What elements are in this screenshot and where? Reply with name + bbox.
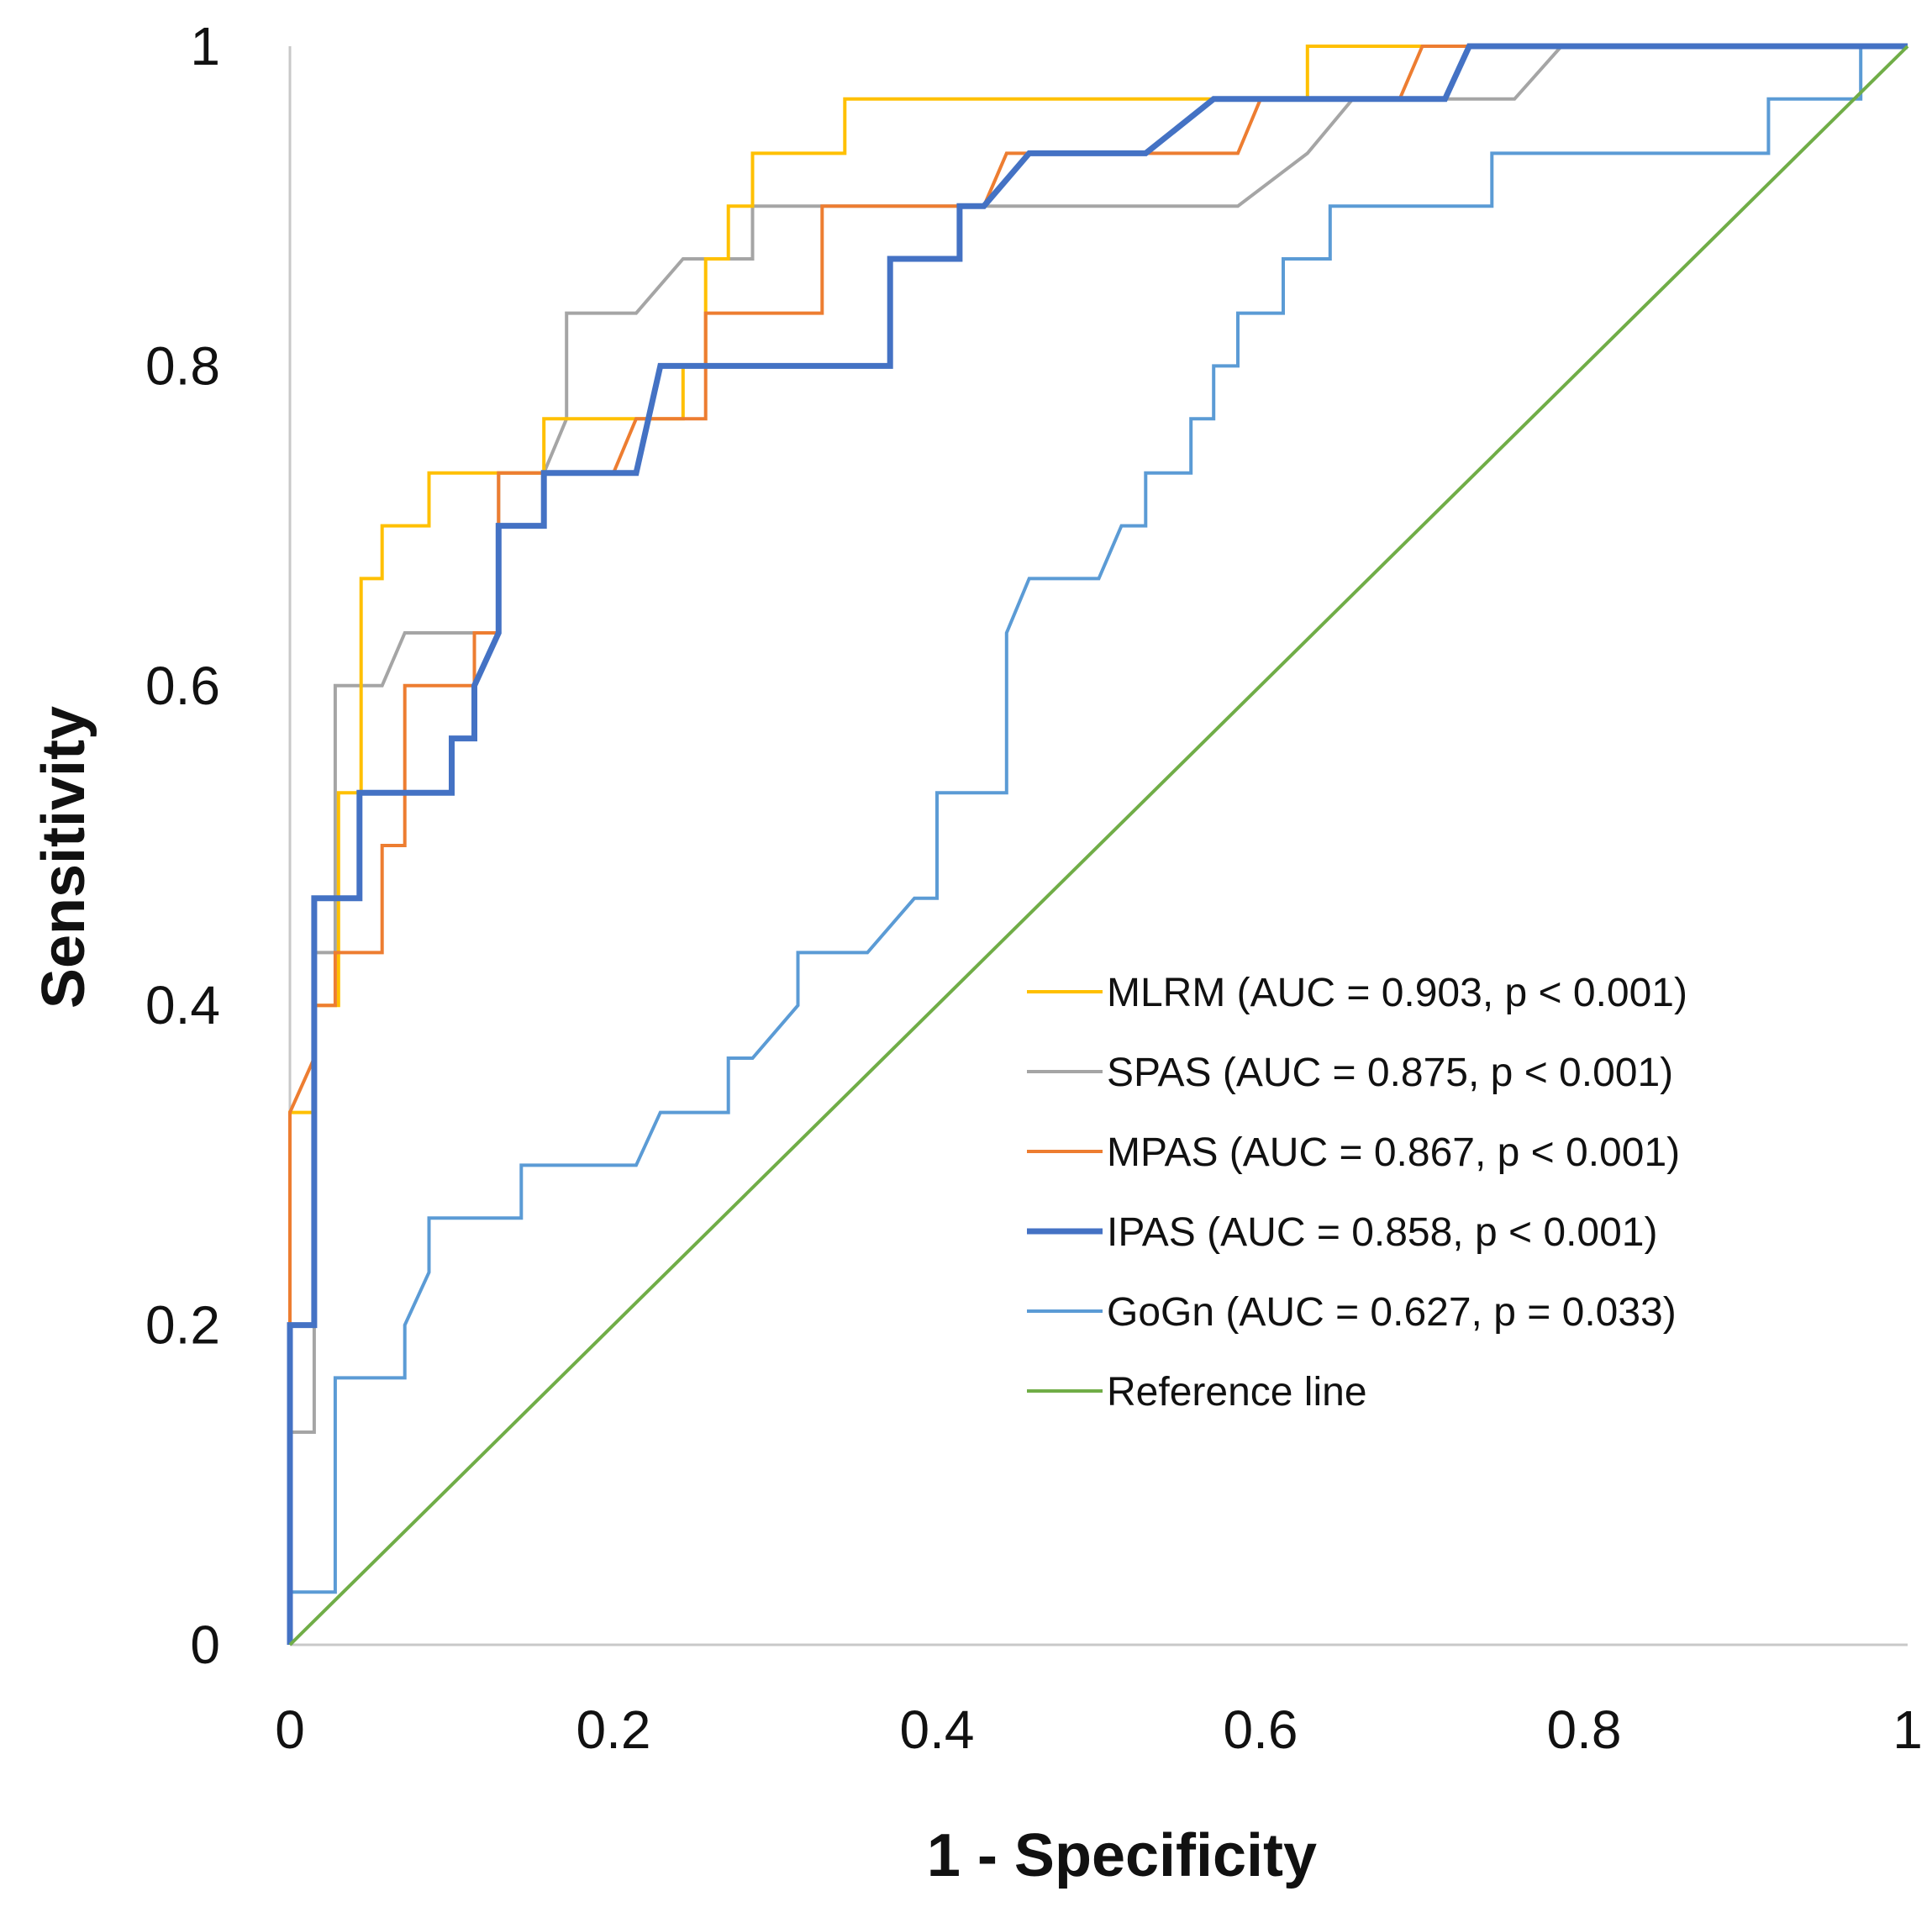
series-line-reference xyxy=(288,45,1909,1646)
x-tick-label: 0.4 xyxy=(900,1699,975,1760)
y-tick-label: 0.4 xyxy=(145,975,220,1035)
x-axis-title: 1 - Specificity xyxy=(927,1822,1317,1889)
y-tick-label: 1 xyxy=(190,16,220,76)
y-tick-label: 0.8 xyxy=(145,335,220,396)
x-tick-label: 0.2 xyxy=(576,1699,651,1760)
legend-label-ipas: IPAS (AUC = 0.858, p < 0.001) xyxy=(1107,1210,1657,1255)
y-tick-label: 0 xyxy=(190,1615,220,1675)
x-tick-label: 0 xyxy=(275,1699,305,1760)
legend-label-mpas: MPAS (AUC = 0.867, p < 0.001) xyxy=(1107,1130,1680,1175)
y-axis-title: Sensitivity xyxy=(30,706,97,1009)
tick-labels: 0 0.2 0.4 0.6 0.8 1 0 0.2 0.4 0.6 0.8 1 xyxy=(145,16,1923,1760)
series-line-mlrm xyxy=(288,45,1908,1645)
series-line-ipas xyxy=(287,43,1908,1645)
series-layer xyxy=(287,43,1909,1646)
x-tick-label: 0.8 xyxy=(1547,1699,1622,1760)
legend-label-mlrm: MLRM (AUC = 0.903, p < 0.001) xyxy=(1107,971,1687,1015)
y-tick-label: 0.2 xyxy=(145,1295,220,1356)
legend-label-gogn: GoGn (AUC = 0.627, p = 0.033) xyxy=(1107,1290,1677,1335)
y-tick-label: 0.6 xyxy=(145,656,220,716)
legend-label-reference: Reference line xyxy=(1107,1370,1367,1415)
x-tick-label: 1 xyxy=(1893,1699,1923,1760)
x-tick-label: 0.6 xyxy=(1224,1699,1298,1760)
series-line-gogn xyxy=(288,45,1908,1645)
legend: MLRM (AUC = 0.903, p < 0.001) SPAS (AUC =… xyxy=(1027,971,1687,1415)
legend-label-spas: SPAS (AUC = 0.875, p < 0.001) xyxy=(1107,1051,1673,1095)
